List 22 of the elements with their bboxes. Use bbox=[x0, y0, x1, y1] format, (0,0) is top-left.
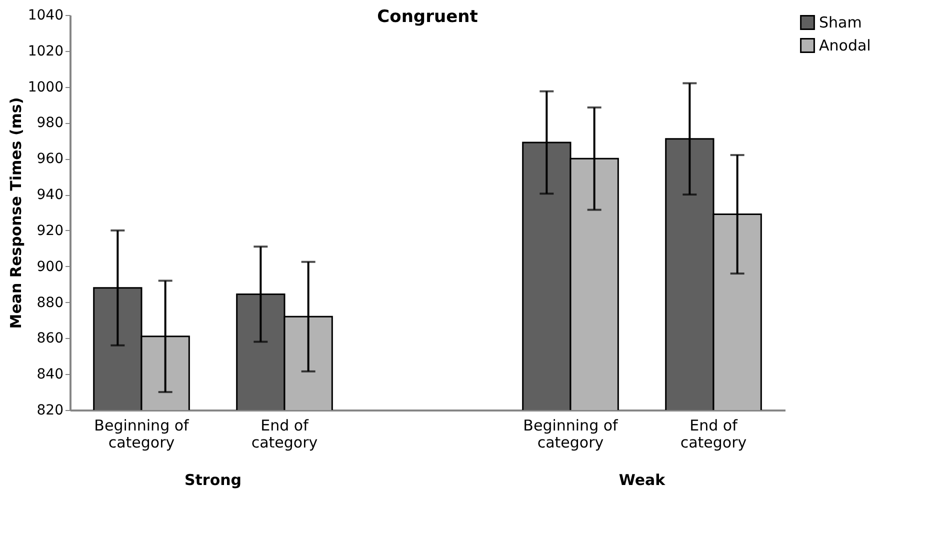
legend-label: Sham bbox=[819, 14, 862, 32]
x-tick-label: End of category bbox=[251, 416, 318, 452]
y-tick-label: 820 bbox=[36, 402, 64, 418]
y-tick-label: 860 bbox=[36, 330, 64, 347]
y-tick-label: 940 bbox=[36, 187, 64, 204]
chart-title: Congruent bbox=[377, 7, 478, 27]
y-axis-title: Mean Response Times (ms) bbox=[6, 97, 25, 329]
y-tick-label: 960 bbox=[36, 151, 64, 168]
y-tick-label: 1040 bbox=[28, 8, 64, 24]
x-tick-label: Beginning of category bbox=[94, 416, 190, 452]
text: Weak bbox=[618, 471, 666, 489]
y-tick-label: 920 bbox=[36, 222, 64, 239]
y-tick-label: 1020 bbox=[28, 43, 64, 60]
y-tick-label: 840 bbox=[36, 366, 64, 383]
legend-label: Anodal bbox=[819, 36, 871, 54]
y-tick-label: 980 bbox=[36, 115, 64, 132]
y-tick-label: 900 bbox=[36, 258, 64, 275]
y-tick-label: 1000 bbox=[28, 79, 64, 96]
x-tick-label: Beginning of category bbox=[523, 416, 619, 452]
x-tick-label: End of category bbox=[680, 416, 747, 452]
y-tick-label: 880 bbox=[36, 294, 64, 311]
text: Strong bbox=[184, 471, 242, 489]
